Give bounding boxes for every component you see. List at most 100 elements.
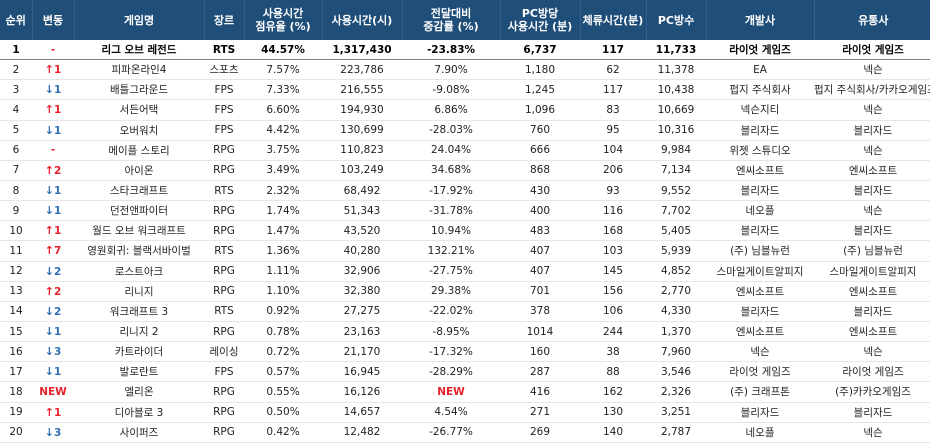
cell-share: 44.57% — [244, 40, 322, 61]
cell-stay: 88 — [580, 361, 646, 383]
cell-share: 3.49% — [244, 160, 322, 181]
cell-dev: 네오플 — [706, 422, 814, 443]
cell-change: ↓3 — [32, 422, 74, 443]
cell-pcs: 2,787 — [646, 422, 706, 443]
cell-dev: 블리자드 — [706, 180, 814, 202]
cell-stay: 156 — [580, 281, 646, 302]
cell-genre: RTS — [204, 180, 244, 202]
cell-dev: EA — [706, 59, 814, 81]
cell-growth: -8.95% — [402, 321, 500, 343]
cell-change: ↓1 — [32, 120, 74, 141]
cell-stay: 145 — [580, 261, 646, 282]
cell-dev: 펍지 주식회사 — [706, 79, 814, 101]
cell-pub: (주)카카오게임즈 — [814, 381, 930, 403]
cell-pub: (주) 님블뉴런 — [814, 240, 930, 262]
arrow-up-icon: ↑ — [44, 405, 54, 419]
cell-name: 로스트아크 — [74, 261, 204, 282]
cell-per-pc: 1,180 — [500, 59, 580, 81]
table-row: 8 ↓1 스타크래프트 RTS 2.32% 68,492 -17.92% 430 93 9,552… — [0, 180, 930, 202]
table-row: 10 ↑1 월드 오브 워크래프트 RPG 1.47% 43,520 10.94% 483 16… — [0, 220, 930, 242]
cell-per-pc: 271 — [500, 402, 580, 423]
header-game: 게임명 — [74, 0, 205, 40]
cell-dev: 블리자드 — [706, 402, 814, 423]
header-genre: 장르 — [204, 0, 245, 40]
cell-per-pc: 287 — [500, 361, 580, 383]
cell-pub: 넥슨 — [814, 200, 930, 222]
cell-name: 메이플 스토리 — [74, 140, 204, 161]
cell-hours: 130,699 — [322, 120, 402, 141]
header-growth: 전달대비 증감률 (%) — [402, 0, 501, 40]
arrow-up-icon: ↑ — [44, 244, 54, 258]
cell-hours: 103,249 — [322, 160, 402, 181]
cell-rank: 4 — [0, 99, 32, 121]
cell-growth: NEW — [402, 381, 500, 403]
cell-stay: 130 — [580, 402, 646, 423]
header-growth-line1: 전달대비 — [430, 7, 472, 20]
cell-rank: 3 — [0, 79, 32, 101]
cell-dev: 넥슨 — [706, 341, 814, 363]
cell-pcs: 3,546 — [646, 361, 706, 383]
table-row: 9 ↓1 던전앤파이터 RPG 1.74% 51,343 -31.78% 400 116 7,70… — [0, 200, 930, 222]
cell-growth: 10.94% — [402, 220, 500, 242]
cell-share: 6.60% — [244, 99, 322, 121]
table-row: 3 ↓1 배틀그라운드 FPS 7.33% 216,555 -9.08% 1,245 117 10… — [0, 79, 930, 101]
cell-per-pc: 407 — [500, 240, 580, 262]
cell-stay: 62 — [580, 59, 646, 81]
cell-share: 3.75% — [244, 140, 322, 161]
cell-growth: 6.86% — [402, 99, 500, 121]
arrow-down-icon: ↓ — [44, 204, 54, 218]
new-badge: NEW — [39, 385, 67, 398]
cell-genre: RPG — [204, 160, 244, 181]
table-row: 12 ↓2 로스트아크 RPG 1.11% 32,906 -27.75% 407 145 4,85… — [0, 261, 930, 282]
cell-growth: 29.38% — [402, 281, 500, 302]
cell-pcs: 5,939 — [646, 240, 706, 262]
header-publisher: 유통사 — [814, 0, 930, 40]
header-rank: 순위 — [0, 0, 33, 40]
cell-share: 4.42% — [244, 120, 322, 141]
cell-change: ↓2 — [32, 261, 74, 282]
cell-per-pc: 760 — [500, 120, 580, 141]
cell-name: 서든어택 — [74, 99, 204, 121]
cell-per-pc: 400 — [500, 200, 580, 222]
header-per-pc-line1: PC방당 — [521, 7, 559, 20]
cell-name: 아이온 — [74, 160, 204, 181]
cell-hours: 40,280 — [322, 240, 402, 262]
cell-growth: -23.83% — [402, 40, 500, 61]
cell-pcs: 11,733 — [646, 40, 706, 61]
change-value: 1 — [53, 64, 62, 77]
cell-hours: 27,275 — [322, 301, 402, 322]
change-value: 1 — [53, 326, 62, 339]
cell-hours: 51,343 — [322, 200, 402, 222]
change-value: 1 — [53, 205, 62, 218]
cell-name: 피파온라인4 — [74, 59, 204, 81]
cell-share: 0.42% — [244, 422, 322, 443]
cell-growth: -17.92% — [402, 180, 500, 202]
cell-pub: 블리자드 — [814, 220, 930, 242]
cell-hours: 68,492 — [322, 180, 402, 202]
header-row: 순위 변동 게임명 장르 사용시간 점유율 (%) 사용시간(시) 전달대비 증감률… — [0, 0, 930, 40]
cell-genre: RTS — [204, 240, 244, 262]
cell-dev: 엔씨소프트 — [706, 160, 814, 181]
change-value: 2 — [53, 305, 62, 318]
table-row: 4 ↑1 서든어택 FPS 6.60% 194,930 6.86% 1,096 83 10,669… — [0, 99, 930, 121]
cell-per-pc: 483 — [500, 220, 580, 242]
cell-name: 오버워치 — [74, 120, 204, 141]
table-row: 19 ↑1 디아블로 3 RPG 0.50% 14,657 4.54% 271 130 3,251… — [0, 402, 930, 423]
cell-rank: 2 — [0, 59, 32, 81]
cell-share: 0.92% — [244, 301, 322, 322]
cell-per-pc: 160 — [500, 341, 580, 363]
cell-pub: 엔씨소프트 — [814, 281, 930, 302]
arrow-down-icon: ↓ — [44, 325, 54, 339]
cell-pcs: 4,330 — [646, 301, 706, 322]
arrow-up-icon: ↑ — [44, 284, 54, 298]
header-share: 사용시간 점유율 (%) — [244, 0, 323, 40]
cell-pub: 엔씨소프트 — [814, 160, 930, 181]
cell-name: 워크래프트 3 — [74, 301, 204, 322]
cell-growth: -22.02% — [402, 301, 500, 322]
cell-dev: 라이엇 게임즈 — [706, 361, 814, 383]
cell-name: 사이퍼즈 — [74, 422, 204, 443]
arrow-up-icon: ↑ — [44, 224, 54, 238]
cell-change: ↓2 — [32, 301, 74, 322]
cell-per-pc: 1,096 — [500, 99, 580, 121]
cell-pcs: 9,552 — [646, 180, 706, 202]
